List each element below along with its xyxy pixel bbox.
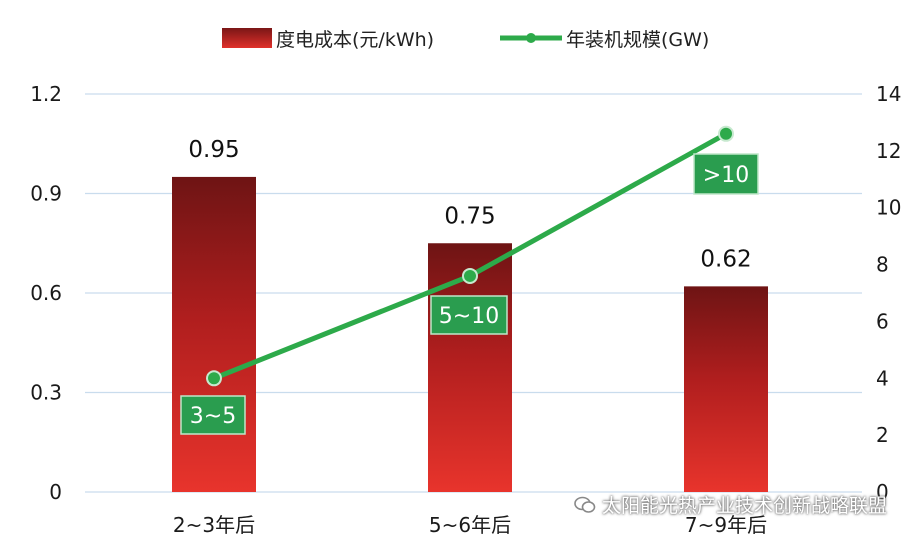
y-right-tick-label: 0 (876, 480, 889, 504)
line-series: 3~5 5~10 >10 (180, 125, 759, 435)
legend-label-bar: 度电成本(元/kWh) (276, 29, 434, 51)
legend-label-line: 年装机规模(GW) (566, 29, 709, 51)
line-point-label: 3~5 (190, 404, 236, 429)
y-left-tick-label: 1.2 (30, 82, 62, 106)
y-right-tick-label: 6 (876, 309, 889, 333)
y-right-tick-label: 14 (876, 82, 901, 106)
y-left-tick-label: 0.3 (30, 381, 62, 405)
y-axis-right: 0 2 4 6 8 10 12 14 (876, 82, 901, 504)
y-axis-left: 0 0.3 0.6 0.9 1.2 (30, 82, 62, 504)
bar-value-label: 0.95 (188, 137, 239, 163)
watermark-text: 太阳能光热产业技术创新战略联盟 (601, 495, 887, 517)
y-right-tick-label: 10 (876, 196, 901, 220)
bar-value-label: 0.75 (444, 203, 495, 229)
line-point-label-box (180, 395, 246, 435)
bar (172, 176, 256, 492)
bars (172, 176, 768, 492)
y-left-tick-label: 0.9 (30, 182, 62, 206)
line-point (462, 267, 478, 284)
bar-value-label: 0.62 (700, 246, 751, 272)
bar-labels: 0.95 0.75 0.62 (188, 137, 751, 272)
line-point-label: >10 (703, 163, 749, 188)
y-right-tick-label: 4 (876, 366, 889, 390)
y-left-tick-label: 0.6 (30, 281, 62, 305)
y-right-tick-label: 12 (876, 139, 901, 163)
watermark: 太阳能光热产业技术创新战略联盟 (574, 491, 887, 518)
line-point-label-box (693, 153, 759, 195)
legend-swatch-marker (526, 33, 536, 43)
y-right-tick-label: 2 (876, 423, 889, 447)
y-left-tick-label: 0 (49, 480, 62, 504)
line-point (718, 125, 734, 142)
y-right-tick-label: 8 (876, 253, 889, 277)
legend-swatch-bar (222, 28, 272, 48)
wechat-icon (574, 496, 596, 513)
line-point-label: 5~10 (439, 304, 499, 329)
x-tick-label: 7~9年后 (685, 513, 767, 537)
legend: 度电成本(元/kWh) 年装机规模(GW) (222, 28, 709, 51)
line-point-label-box (430, 295, 508, 335)
x-tick-label: 2~3年后 (173, 513, 255, 537)
bar (684, 286, 768, 492)
line-point (206, 370, 222, 387)
x-axis-categories: 2~3年后 5~6年后 7~9年后 (173, 513, 767, 537)
x-tick-label: 5~6年后 (429, 513, 511, 537)
